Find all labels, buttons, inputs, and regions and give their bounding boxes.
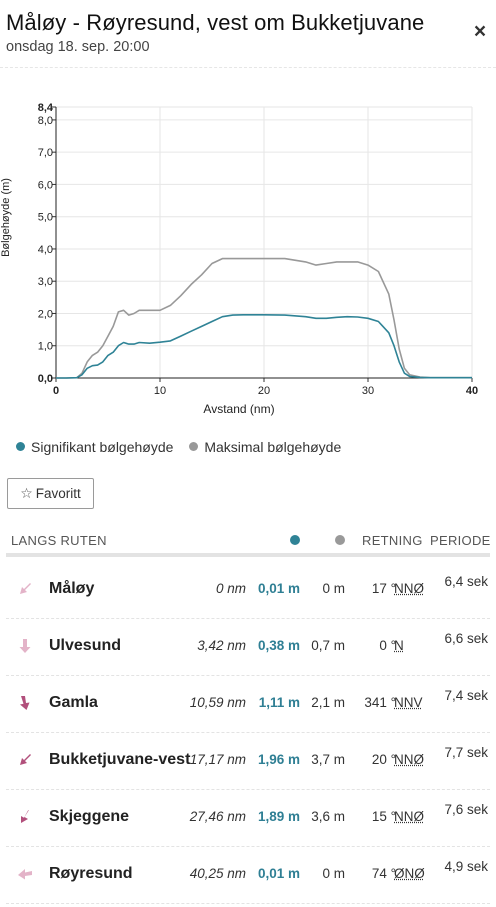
y-tick-label: 2,0 (38, 308, 53, 320)
distance: 27,46 nm (189, 809, 246, 824)
table-row[interactable]: Skjeggene 27,46 nm 1,89 m 3,6 m 15 ° NNØ… (6, 790, 490, 847)
arrow-left-icon (18, 869, 32, 880)
max-height: 3,7 m (311, 752, 345, 767)
direction-abbr: NNØ (394, 809, 424, 824)
location-name: Skjeggene (49, 808, 130, 825)
location-name: Gamla (49, 694, 98, 711)
max-height: 0 m (322, 866, 345, 881)
favorite-button[interactable]: ☆ Favoritt (7, 478, 94, 509)
header: Måløy - Røyresund, vest om Bukketjuvane … (0, 0, 496, 68)
max-height: 2,1 m (311, 695, 345, 710)
close-icon[interactable]: × (473, 20, 487, 43)
significant-height: 0,01 m (257, 866, 300, 881)
distance: 0 nm (215, 581, 246, 596)
distance: 3,42 nm (197, 638, 246, 653)
y-tick-label: 8,4 (38, 102, 54, 114)
series-line-maximum (56, 257, 472, 379)
arrow-down-left-icon (21, 810, 29, 823)
arrow-down-left-icon (20, 583, 31, 594)
direction-degrees: 0 ° (379, 638, 396, 653)
x-tick-label: 20 (258, 385, 270, 397)
significant-height: 1,11 m (258, 695, 300, 710)
chart-legend: Signifikant bølgehøyde Maksimal bølgehøy… (16, 438, 353, 455)
location-name: Røyresund (49, 865, 133, 882)
x-tick-label: 40 (466, 385, 478, 397)
direction-abbr: N (394, 638, 404, 653)
wave-height-chart: 0,0 1,0 2,0 3,0 4,0 5,0 6,0 7,0 8,0 8,4 0 10 20 30 40 A… (0, 90, 496, 430)
header-route: LANGS RUTEN (11, 533, 107, 548)
page-subtitle: onsdag 18. sep. 20:00 (6, 39, 150, 55)
arrow-down-icon (19, 639, 31, 653)
table-row[interactable]: Måløy 0 nm 0,01 m 0 m 17 ° NNØ 6,4 sek (6, 562, 490, 619)
y-tick-label: 8,0 (38, 115, 53, 127)
header-direction: RETNING (362, 533, 423, 548)
y-tick-label: 5,0 (38, 212, 53, 224)
significant-height: 1,89 m (257, 809, 300, 824)
significant-height: 1,96 m (257, 752, 300, 767)
location-name: Måløy (49, 580, 95, 597)
legend-dot-significant (16, 442, 25, 451)
y-tick-label: 3,0 (38, 276, 53, 288)
wave-period: 4,9 sek (444, 859, 488, 874)
direction-degrees: 15 ° (371, 809, 396, 824)
x-tick-label: 10 (154, 385, 166, 397)
series-line-significant (56, 314, 472, 379)
y-tick-label: 0,0 (38, 373, 53, 385)
star-icon: ☆ (20, 485, 33, 501)
distance: 10,59 nm (189, 695, 246, 710)
significant-height: 0,38 m (257, 638, 300, 653)
y-axis-label: Bølgehøyde (m) (0, 178, 12, 257)
chart-svg: 0,0 1,0 2,0 3,0 4,0 5,0 6,0 7,0 8,08,4 0 10 20 30 40 A… (0, 102, 478, 416)
direction-degrees: 341 ° (364, 695, 396, 710)
arrow-down-left-icon (20, 754, 31, 765)
wave-period: 6,4 sek (444, 574, 488, 589)
y-tick-label: 1,0 (38, 341, 53, 353)
legend-item-significant[interactable]: Signifikant bølgehøyde (16, 439, 173, 455)
location-name: Ulvesund (49, 637, 122, 654)
y-tick-label: 6,0 (38, 179, 53, 191)
arrow-down-right-icon (20, 696, 30, 710)
x-tick-label: 30 (362, 385, 374, 397)
header-period: PERIODE (430, 533, 491, 548)
direction-abbr: NNV (394, 695, 423, 710)
direction-abbr: NNØ (394, 752, 424, 767)
direction-degrees: 74 ° (371, 866, 396, 881)
wave-period: 7,4 sek (444, 688, 488, 703)
distance: 17,17 nm (189, 752, 246, 767)
table-row[interactable]: Gamla 10,59 nm 1,11 m 2,1 m 341 ° NNV 7,… (6, 676, 490, 733)
y-tick-label: 7,0 (38, 147, 53, 159)
table-row[interactable]: Røyresund 40,25 nm 0,01 m 0 m 74 ° ØNØ 4… (6, 847, 490, 904)
max-height: 0 m (322, 581, 345, 596)
wave-period: 6,6 sek (444, 631, 488, 646)
table-header: LANGS RUTEN RETNING PERIODE (6, 527, 490, 557)
legend-item-maximum[interactable]: Maksimal bølgehøyde (189, 439, 341, 455)
wave-period: 7,6 sek (444, 802, 488, 817)
x-axis-label: Avstand (nm) (203, 402, 274, 416)
header-significant-dot (290, 535, 300, 545)
y-tick-label: 4,0 (38, 244, 53, 256)
max-height: 0,7 m (311, 638, 345, 653)
header-maximum-dot (335, 535, 345, 545)
wave-period: 7,7 sek (444, 745, 488, 760)
significant-height: 0,01 m (257, 581, 300, 596)
legend-label-significant: Signifikant bølgehøyde (31, 438, 174, 455)
location-name: Bukketjuvane-vest (49, 751, 191, 768)
legend-dot-maximum (189, 442, 199, 451)
x-tick-label: 0 (53, 385, 59, 397)
page-title: Måløy - Røyresund, vest om Bukketjuvane (6, 10, 425, 35)
direction-degrees: 20 ° (371, 752, 396, 767)
distance: 40,25 nm (189, 866, 246, 881)
legend-label-maximum: Maksimal bølgehøyde (204, 438, 342, 455)
favorite-button-label: Favoritt (35, 486, 81, 501)
table-row[interactable]: Bukketjuvane-vest 17,17 nm 1,96 m 3,7 m … (6, 733, 490, 790)
direction-abbr: ØNØ (394, 866, 425, 881)
direction-degrees: 17 ° (371, 581, 396, 596)
table-row[interactable]: Ulvesund 3,42 nm 0,38 m 0,7 m 0 ° N 6,6 … (6, 619, 490, 676)
max-height: 3,6 m (311, 809, 345, 824)
direction-abbr: NNØ (394, 581, 424, 596)
